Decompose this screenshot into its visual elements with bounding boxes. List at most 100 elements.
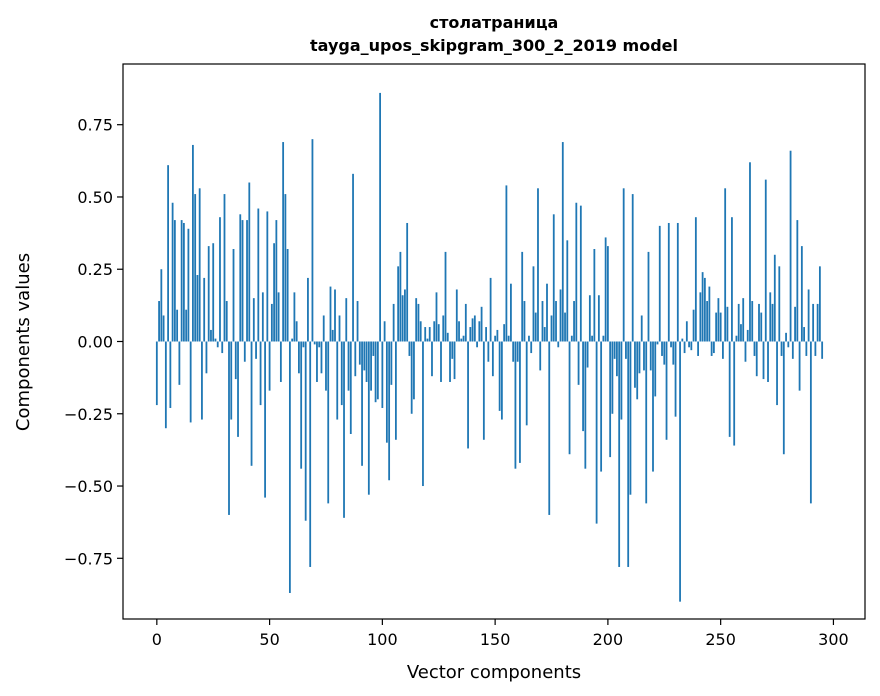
bar	[663, 341, 666, 365]
bar	[697, 341, 699, 356]
bar	[722, 341, 724, 359]
bar	[250, 341, 253, 466]
bar	[284, 194, 287, 342]
bar	[390, 341, 393, 385]
bar	[800, 246, 803, 342]
bar	[710, 341, 713, 356]
x-axis-label: Vector components	[407, 662, 581, 683]
bar	[201, 341, 203, 420]
bar	[444, 251, 447, 342]
bar	[645, 341, 648, 504]
bar	[751, 301, 754, 342]
bar	[737, 303, 740, 342]
bar	[467, 341, 469, 449]
bar	[681, 338, 684, 342]
chart-subtitle: tayga_upos_skipgram_300_2_2019 model	[310, 36, 678, 55]
bar	[577, 341, 580, 385]
bar	[521, 251, 524, 342]
bar	[764, 179, 767, 342]
bar	[787, 341, 790, 348]
bar	[207, 246, 210, 342]
bar	[228, 341, 230, 515]
bar	[812, 303, 815, 342]
bar	[196, 275, 199, 342]
bar	[769, 292, 772, 342]
bar	[622, 188, 625, 342]
bar	[264, 341, 266, 498]
bar	[442, 315, 445, 342]
bar	[683, 341, 686, 354]
bar	[259, 341, 262, 406]
bar	[160, 269, 163, 342]
bar	[816, 303, 819, 342]
bar	[248, 182, 251, 342]
bar	[500, 341, 503, 420]
bar	[634, 341, 636, 388]
bar	[401, 295, 404, 342]
y-tick-label: 0.50	[77, 188, 113, 207]
bar	[198, 188, 201, 342]
bar	[620, 341, 623, 420]
bar	[311, 139, 314, 342]
bar	[597, 295, 600, 342]
y-axis-ticks: −0.75 −0.50 −0.25 0.00 0.25 0.50 0.75	[64, 116, 123, 568]
bar	[528, 335, 530, 342]
bar	[519, 341, 521, 463]
bar	[796, 220, 799, 342]
bar	[636, 341, 639, 400]
bar	[345, 298, 348, 342]
bar	[313, 341, 316, 345]
bar	[189, 341, 192, 423]
bar	[611, 341, 614, 414]
x-tick-label: 150	[480, 630, 511, 649]
y-tick-label: 0.75	[77, 116, 113, 135]
bar	[546, 283, 548, 342]
bar	[415, 298, 418, 342]
bar	[167, 165, 169, 342]
bar	[566, 240, 569, 342]
bar	[370, 341, 372, 391]
bar	[237, 341, 239, 437]
bar	[652, 341, 654, 472]
bar	[293, 292, 296, 342]
bar	[821, 341, 824, 359]
bar	[579, 205, 582, 342]
bar	[433, 321, 436, 342]
bar	[505, 185, 508, 342]
bar	[422, 341, 424, 487]
bar	[798, 341, 801, 391]
bar	[523, 301, 526, 342]
bar	[699, 292, 702, 342]
bar	[453, 341, 456, 380]
bar	[654, 341, 657, 397]
bar	[261, 292, 264, 342]
bar	[219, 217, 221, 342]
bar	[394, 341, 397, 440]
bar	[679, 341, 681, 602]
bar	[584, 341, 587, 469]
bar	[591, 335, 593, 342]
bar	[476, 341, 478, 348]
x-tick-label: 50	[259, 630, 279, 649]
bar	[162, 315, 165, 342]
bar	[640, 315, 643, 342]
bar	[367, 341, 370, 495]
bar	[740, 324, 742, 342]
bar	[712, 341, 715, 354]
bar	[482, 341, 485, 440]
bar	[291, 338, 294, 342]
bar	[658, 225, 661, 342]
bar	[647, 251, 650, 342]
bar	[602, 335, 605, 342]
bar	[746, 329, 749, 342]
bar	[210, 329, 212, 342]
bar	[223, 194, 226, 342]
bar	[325, 341, 327, 391]
bar	[717, 298, 720, 342]
bar	[327, 341, 330, 504]
bar	[428, 327, 431, 342]
bar	[537, 188, 539, 342]
bar	[789, 150, 792, 342]
bar	[767, 341, 769, 382]
